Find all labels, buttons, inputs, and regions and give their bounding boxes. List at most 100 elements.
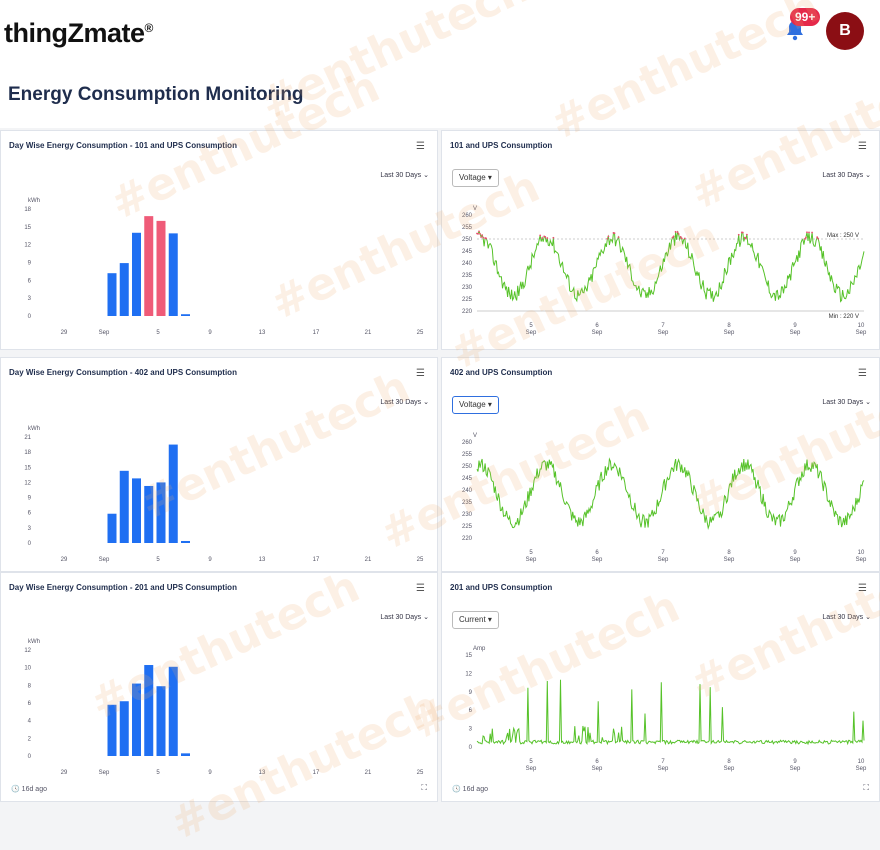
y-tick-label: 9 bbox=[28, 261, 32, 267]
range-select[interactable]: Last 30 Days ⌄ bbox=[380, 399, 429, 406]
x-tick-label: 5 bbox=[156, 557, 160, 563]
y-tick-label: 2 bbox=[28, 736, 32, 742]
range-select[interactable]: Last 30 Days ⌄ bbox=[822, 399, 871, 406]
x-tick-label: 5 bbox=[529, 550, 533, 556]
x-tick-label: Sep bbox=[790, 557, 801, 563]
over-threshold-point bbox=[480, 236, 482, 238]
over-threshold-point bbox=[478, 230, 480, 233]
bar bbox=[168, 666, 178, 756]
expand-icon[interactable]: ⛶ bbox=[863, 783, 869, 792]
over-threshold-point bbox=[679, 235, 682, 238]
x-tick-label: Sep bbox=[526, 330, 537, 336]
x-tick-label: 17 bbox=[313, 330, 320, 336]
y-tick-label: 255 bbox=[462, 452, 473, 458]
line-chart-402: V2202252302352402452502552605Sep6Sep7Sep… bbox=[462, 433, 867, 563]
bar bbox=[119, 701, 129, 756]
menu-icon[interactable]: ☰ bbox=[416, 583, 425, 594]
over-threshold-point bbox=[482, 236, 485, 239]
y-tick-label: 6 bbox=[469, 708, 473, 714]
y-tick-label: 8 bbox=[28, 683, 32, 689]
menu-icon[interactable]: ☰ bbox=[858, 583, 867, 594]
y-axis-label: kWh bbox=[28, 639, 40, 645]
panel-bar-402: Day Wise Energy Consumption - 402 and UP… bbox=[0, 357, 438, 572]
y-axis-label: kWh bbox=[28, 426, 40, 432]
x-tick-label: Sep bbox=[724, 557, 735, 563]
panel-title: 101 and UPS Consumption bbox=[450, 141, 553, 150]
y-tick-label: 245 bbox=[462, 476, 473, 482]
x-tick-label: Sep bbox=[592, 330, 603, 336]
x-tick-label: 25 bbox=[417, 770, 424, 776]
expand-icon[interactable]: ⛶ bbox=[421, 783, 427, 792]
y-tick-label: 18 bbox=[24, 207, 31, 213]
y-tick-label: 260 bbox=[462, 440, 473, 446]
panel-bar-201: Day Wise Energy Consumption - 201 and UP… bbox=[0, 572, 438, 802]
menu-icon[interactable]: ☰ bbox=[416, 368, 425, 379]
bar bbox=[119, 263, 129, 316]
y-tick-label: 21 bbox=[24, 435, 31, 441]
over-threshold-point bbox=[816, 236, 819, 239]
over-threshold-point bbox=[617, 236, 620, 238]
menu-icon[interactable]: ☰ bbox=[858, 368, 867, 379]
y-tick-label: 15 bbox=[24, 225, 31, 231]
metric-select[interactable]: Voltage ▾ bbox=[452, 396, 499, 414]
y-tick-label: 3 bbox=[469, 727, 473, 733]
y-axis-label: kWh bbox=[28, 198, 40, 204]
x-tick-label: 10 bbox=[858, 759, 865, 765]
y-tick-label: 9 bbox=[28, 496, 32, 502]
y-tick-label: 250 bbox=[462, 464, 473, 470]
y-tick-label: 15 bbox=[24, 465, 31, 471]
over-threshold-point bbox=[671, 236, 674, 239]
x-tick-label: 6 bbox=[595, 323, 599, 329]
notification-badge[interactable]: 99+ bbox=[790, 8, 821, 26]
y-tick-label: 260 bbox=[462, 213, 473, 219]
over-threshold-point bbox=[539, 234, 542, 237]
range-select[interactable]: Last 30 Days ⌄ bbox=[380, 172, 429, 179]
menu-icon[interactable]: ☰ bbox=[416, 141, 425, 152]
x-tick-label: 5 bbox=[529, 323, 533, 329]
x-tick-label: 29 bbox=[61, 330, 68, 336]
x-tick-label: Sep bbox=[99, 330, 110, 336]
over-threshold-point bbox=[541, 237, 544, 239]
x-tick-label: 29 bbox=[61, 557, 68, 563]
range-select[interactable]: Last 30 Days ⌄ bbox=[822, 172, 871, 179]
x-tick-label: 9 bbox=[793, 323, 797, 329]
x-tick-label: Sep bbox=[724, 766, 735, 772]
bar bbox=[181, 753, 190, 756]
x-tick-label: 5 bbox=[156, 330, 160, 336]
metric-select[interactable]: Current ▾ bbox=[452, 611, 499, 629]
y-tick-label: 12 bbox=[465, 671, 472, 677]
x-tick-label: 13 bbox=[259, 557, 266, 563]
y-axis-label: Amp bbox=[473, 646, 486, 652]
over-threshold-point bbox=[805, 236, 807, 239]
over-threshold-point bbox=[804, 238, 806, 240]
y-tick-label: 235 bbox=[462, 273, 473, 279]
over-threshold-point bbox=[481, 234, 483, 237]
y-tick-label: 220 bbox=[462, 536, 473, 542]
over-threshold-point bbox=[544, 235, 547, 238]
x-tick-label: Sep bbox=[724, 330, 735, 336]
range-select[interactable]: Last 30 Days ⌄ bbox=[822, 614, 871, 621]
x-tick-label: 7 bbox=[661, 550, 665, 556]
y-tick-label: 3 bbox=[28, 296, 32, 302]
bar bbox=[107, 704, 117, 756]
range-select[interactable]: Last 30 Days ⌄ bbox=[380, 614, 429, 621]
y-tick-label: 245 bbox=[462, 249, 473, 255]
x-tick-label: Sep bbox=[790, 766, 801, 772]
x-tick-label: 5 bbox=[156, 770, 160, 776]
avatar[interactable]: B bbox=[826, 12, 864, 50]
bar bbox=[107, 273, 117, 316]
x-tick-label: 5 bbox=[529, 759, 533, 765]
y-tick-label: 230 bbox=[462, 512, 473, 518]
bar bbox=[132, 683, 141, 756]
menu-icon[interactable]: ☰ bbox=[858, 141, 867, 152]
x-tick-label: 6 bbox=[595, 550, 599, 556]
bar bbox=[168, 444, 178, 543]
metric-select[interactable]: Voltage ▾ bbox=[452, 169, 499, 187]
x-tick-label: 21 bbox=[365, 770, 372, 776]
y-tick-label: 225 bbox=[462, 297, 473, 303]
y-tick-label: 6 bbox=[28, 278, 32, 284]
x-tick-label: 13 bbox=[259, 770, 266, 776]
panel-title: 201 and UPS Consumption bbox=[450, 583, 553, 592]
app-logo[interactable]: thingZmate® bbox=[4, 18, 153, 48]
x-tick-label: 8 bbox=[727, 323, 731, 329]
